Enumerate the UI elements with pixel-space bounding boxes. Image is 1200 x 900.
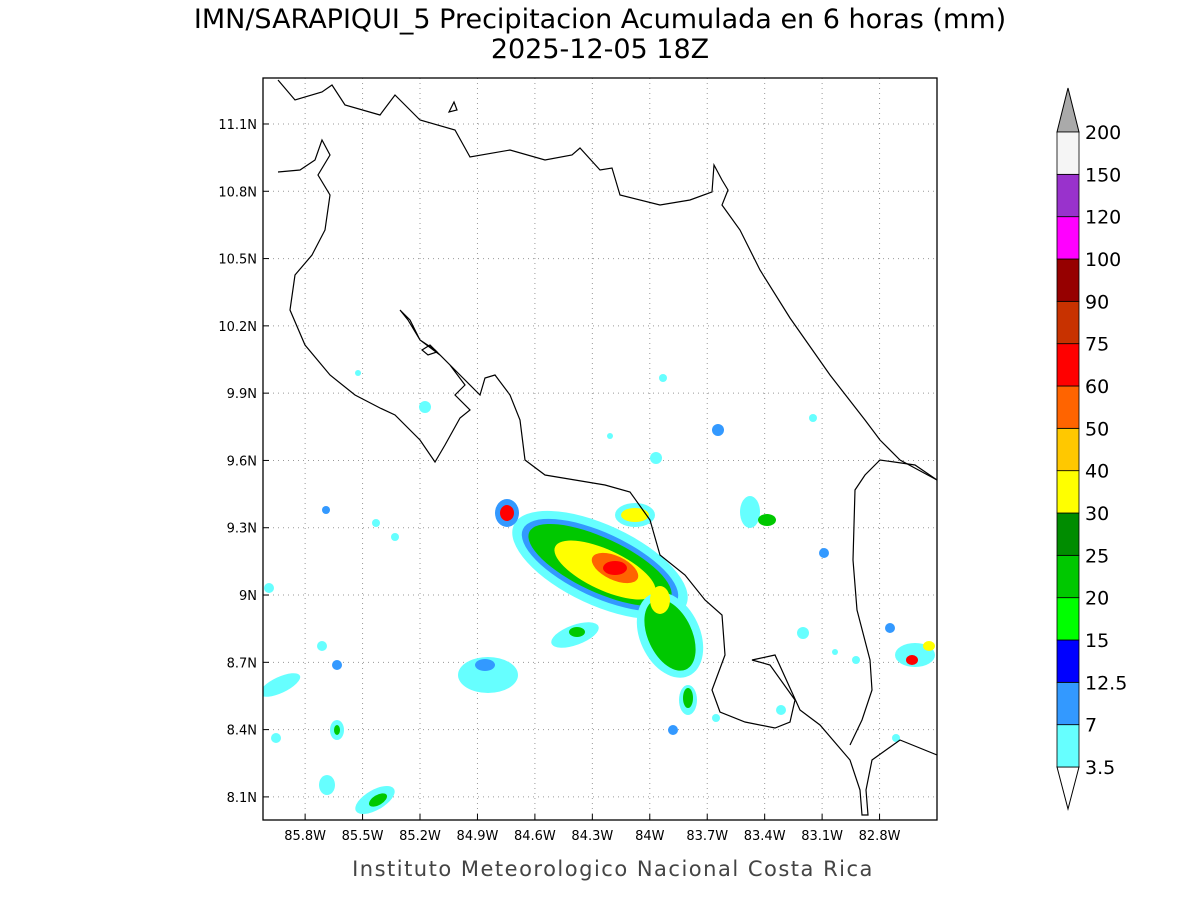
colorbar-box <box>1056 427 1080 472</box>
y-tick-label: 10.5N <box>218 253 257 268</box>
colorbar-box <box>1056 554 1080 599</box>
map-footer: Instituto Meteorologico Nacional Costa R… <box>352 857 874 881</box>
colorbar-label: 100 <box>1085 249 1121 271</box>
colorbar-label: 75 <box>1085 334 1109 356</box>
colorbar-box <box>1056 385 1080 429</box>
colorbar-label: 120 <box>1085 207 1121 229</box>
y-tick-label: 11.1N <box>218 118 257 133</box>
colorbar-label: 60 <box>1085 376 1109 398</box>
colorbar: 3.5 7 12.5 15 20 25 30 40 50 60 75 90 100 120 150 200 <box>1056 87 1127 811</box>
colorbar-label: 50 <box>1085 418 1109 440</box>
colorbar-box <box>1056 258 1080 302</box>
colorbar-label: 12.5 <box>1085 672 1127 694</box>
colorbar-label: 150 <box>1085 164 1121 186</box>
y-tick-label: 8.4N <box>227 724 257 739</box>
x-tick-label: 83.4W <box>744 829 786 844</box>
y-tick-label: 8.7N <box>227 656 257 671</box>
y-tick-label: 9N <box>239 589 257 604</box>
map-subtitle: 2025-12-05 18Z <box>491 34 709 65</box>
colorbar-box <box>1056 173 1080 218</box>
x-tick-label: 84.3W <box>571 829 613 844</box>
x-tick-label: 85.5W <box>342 829 384 844</box>
colorbar-box <box>1056 681 1080 726</box>
x-tick-label: 85.2W <box>399 829 441 844</box>
colorbar-label: 90 <box>1085 291 1109 313</box>
colorbar-box <box>1056 343 1080 387</box>
y-tick-label: 10.2N <box>218 320 257 335</box>
colorbar-label: 15 <box>1085 630 1109 652</box>
colorbar-label: 7 <box>1085 715 1097 737</box>
plot-area <box>263 79 937 816</box>
x-tick-label: 84W <box>635 829 665 844</box>
colorbar-box <box>1056 597 1080 641</box>
colorbar-box <box>1056 131 1080 175</box>
colorbar-box <box>1056 512 1080 556</box>
y-tick-label: 8.1N <box>227 791 257 806</box>
x-tick-label: 84.6W <box>514 829 556 844</box>
colorbar-label: 25 <box>1085 545 1109 567</box>
x-tick-label: 83.1W <box>801 829 843 844</box>
x-tick-label: 85.8W <box>284 829 326 844</box>
colorbar-box <box>1056 724 1080 768</box>
x-tick-label: 83.7W <box>686 829 728 844</box>
grid <box>263 78 937 820</box>
precipitation <box>263 370 935 814</box>
x-tick-label: 82.8W <box>859 829 901 844</box>
colorbar-label: 20 <box>1085 588 1109 610</box>
colorbar-box <box>1056 300 1080 345</box>
colorbar-label: 40 <box>1085 461 1109 483</box>
plot-frame <box>262 77 938 821</box>
x-tick-label: 84.9W <box>457 829 499 844</box>
colorbar-box <box>1056 470 1080 514</box>
y-tick-label: 9.6N <box>227 454 257 469</box>
y-tick-label: 10.8N <box>218 185 257 200</box>
map-title: IMN/SARAPIQUI_5 Precipitacion Acumulada … <box>194 4 1006 35</box>
colorbar-label: 200 <box>1085 122 1121 144</box>
colorbar-over <box>1056 87 1080 133</box>
y-tick-label: 9.3N <box>227 522 257 537</box>
colorbar-box <box>1056 216 1080 260</box>
y-tick-label: 9.9N <box>227 387 257 402</box>
colorbar-box <box>1056 639 1080 683</box>
colorbar-label: 3.5 <box>1085 757 1115 779</box>
colorbar-under <box>1056 766 1080 811</box>
coastline <box>277 79 937 816</box>
colorbar-label: 30 <box>1085 503 1109 525</box>
